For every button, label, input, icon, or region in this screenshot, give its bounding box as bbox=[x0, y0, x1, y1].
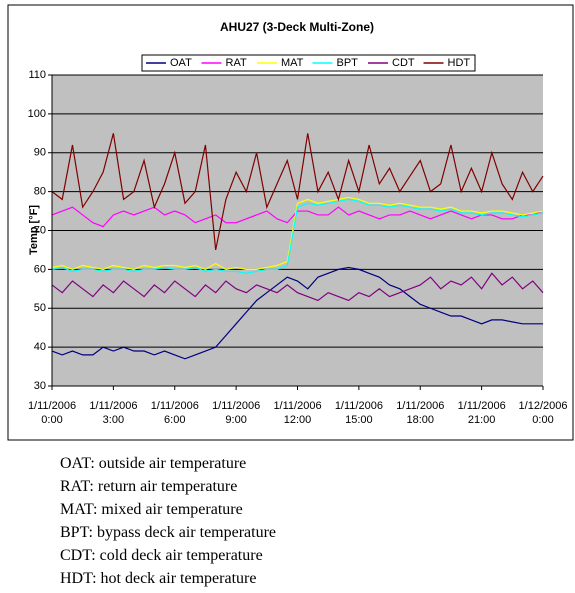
series-line bbox=[51, 196, 544, 271]
legend-label: OAT bbox=[170, 57, 192, 69]
legend-label: MAT bbox=[281, 57, 304, 69]
note: HDT: hot deck air temperature bbox=[60, 570, 257, 587]
x-tick-label: 1/11/2006 0:00 bbox=[27, 400, 77, 426]
series-line bbox=[51, 133, 544, 251]
chart: AHU27 (3-Deck Multi-Zone) Temp [°F] 30 40… bbox=[7, 4, 574, 441]
legend-label: HDT bbox=[448, 57, 471, 69]
x-tick-label: 1/11/2006 9:00 bbox=[212, 400, 261, 426]
y-tick-label: 70 bbox=[34, 224, 46, 236]
note: MAT: mixed air temperature bbox=[60, 501, 243, 518]
x-tick-label: 1/11/2006 3:00 bbox=[89, 400, 138, 426]
x-tick-label: 1/12/2006 0:00 bbox=[518, 400, 568, 426]
series-line bbox=[51, 272, 544, 302]
x-tick-label: 1/11/2006 12:00 bbox=[273, 400, 322, 426]
x-tick-label: 1/11/2006 6:00 bbox=[150, 400, 199, 426]
y-axis-label: Temp [°F] bbox=[28, 205, 40, 255]
legend-label: BPT bbox=[337, 57, 359, 69]
y-tick-label: 110 bbox=[28, 69, 46, 81]
note: BPT: bypass deck air temperature bbox=[60, 524, 277, 541]
series-line bbox=[51, 266, 543, 360]
y-tick-label: 90 bbox=[34, 147, 46, 159]
series-line bbox=[51, 198, 544, 274]
notes: OAT: outside air temperature RAT: return … bbox=[60, 452, 276, 590]
y-tick-label: 80 bbox=[34, 186, 46, 198]
series-line bbox=[51, 206, 544, 228]
y-tick-label: 30 bbox=[34, 380, 46, 392]
chart-title: AHU27 (3-Deck Multi-Zone) bbox=[220, 20, 374, 34]
y-tick-label: 60 bbox=[34, 263, 46, 275]
x-tick-label: 1/11/2006 21:00 bbox=[457, 400, 506, 426]
legend bbox=[141, 54, 476, 72]
x-tick-label: 1/11/2006 18:00 bbox=[396, 400, 445, 426]
y-tick-label: 50 bbox=[34, 302, 46, 314]
x-tick-label: 1/11/2006 15:00 bbox=[334, 400, 383, 426]
y-tick-label: 100 bbox=[28, 108, 46, 120]
y-tick-label: 40 bbox=[34, 341, 46, 353]
legend-label: RAT bbox=[226, 57, 247, 69]
legend-label: CDT bbox=[392, 57, 415, 69]
note: OAT: outside air temperature bbox=[60, 455, 247, 472]
note: CDT: cold deck air temperature bbox=[60, 547, 263, 564]
note: RAT: return air temperature bbox=[60, 478, 238, 495]
